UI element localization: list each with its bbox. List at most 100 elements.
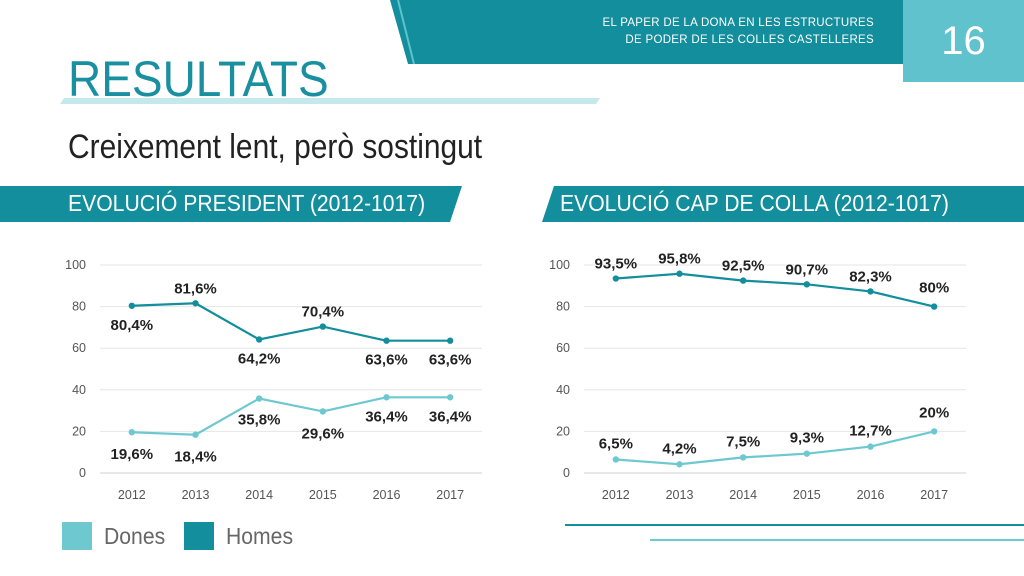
y-tick-label: 40 xyxy=(556,383,570,397)
series-line-dones xyxy=(131,396,451,436)
data-label-homes: 90,7% xyxy=(786,261,829,278)
y-axis-ticks: 0 20 40 60 80 100 xyxy=(549,258,570,480)
data-point-homes xyxy=(128,302,136,309)
x-tick-label: 2015 xyxy=(793,488,821,502)
x-tick-label: 2014 xyxy=(729,488,757,502)
series-dones: 19,6% 18,4% 35,8% 29,6% 36,4% 36,4% xyxy=(111,394,472,466)
decorative-line-bottom xyxy=(650,539,1024,541)
y-axis-ticks: 0 20 40 60 80 100 xyxy=(65,258,86,480)
data-label-homes: 70,4% xyxy=(302,304,345,321)
section-banner-left xyxy=(0,186,462,222)
x-tick-label: 2013 xyxy=(182,488,210,502)
data-point-dones xyxy=(867,443,874,450)
data-label-homes: 80,4% xyxy=(111,317,154,334)
y-tick-label: 80 xyxy=(72,300,86,314)
gridlines xyxy=(100,264,482,474)
x-tick-label: 2016 xyxy=(373,488,401,502)
y-tick-label: 0 xyxy=(79,466,86,480)
data-point-dones xyxy=(255,395,263,402)
data-point-dones xyxy=(128,429,136,436)
section-title-president: EVOLUCIÓ PRESIDENT (2012-1017) xyxy=(68,190,426,216)
data-label-dones: 35,8% xyxy=(238,412,281,429)
data-point-dones xyxy=(612,456,620,463)
series-line-homes xyxy=(131,302,451,342)
data-point-dones xyxy=(383,394,390,401)
x-axis-ticks: 2012 2013 2014 2015 2016 2017 xyxy=(602,488,948,502)
y-tick-label: 100 xyxy=(65,258,86,272)
data-label-dones: 18,4% xyxy=(174,449,217,466)
data-label-dones: 4,2% xyxy=(662,440,696,457)
data-label-dones: 19,6% xyxy=(111,446,154,463)
data-label-homes: 63,6% xyxy=(429,352,472,369)
data-label-homes: 92,5% xyxy=(722,258,765,275)
data-point-homes xyxy=(739,277,747,284)
chart-cap-de-colla: 0 20 40 60 80 100 2012 2013 2014 2015 2016 2017 93,5… xyxy=(549,251,966,502)
x-tick-label: 2017 xyxy=(920,488,948,502)
series-homes: 93,5% 95,8% 92,5% 90,7% 82,3% 80% xyxy=(595,251,949,310)
x-tick-label: 2012 xyxy=(602,488,630,502)
x-tick-label: 2016 xyxy=(857,488,885,502)
data-point-homes xyxy=(612,275,620,282)
decorative-line-top xyxy=(565,524,1024,526)
x-tick-label: 2017 xyxy=(436,488,464,502)
data-point-homes xyxy=(803,281,811,288)
x-tick-label: 2014 xyxy=(245,488,273,502)
series-line-homes xyxy=(615,272,935,308)
x-tick-label: 2012 xyxy=(118,488,146,502)
y-tick-label: 40 xyxy=(72,383,86,397)
data-label-homes: 93,5% xyxy=(595,256,638,273)
page-title: RESULTATS xyxy=(68,51,329,107)
title-underline xyxy=(60,98,600,104)
y-tick-label: 0 xyxy=(563,466,570,480)
data-label-dones: 6,5% xyxy=(599,435,633,452)
data-label-homes: 63,6% xyxy=(365,352,408,369)
data-point-dones xyxy=(739,454,747,461)
y-tick-label: 60 xyxy=(72,341,86,355)
data-point-homes xyxy=(676,270,683,277)
header-line-2: DE PODER DE LES COLLES CASTELLERES xyxy=(625,34,874,46)
gridlines xyxy=(584,264,966,474)
legend-label-homes: Homes xyxy=(226,522,294,549)
data-label-homes: 82,3% xyxy=(849,268,892,285)
x-tick-label: 2015 xyxy=(309,488,337,502)
legend-homes: Homes xyxy=(184,522,299,550)
data-point-dones xyxy=(803,450,811,457)
page-subtitle: Creixement lent, però sostingut xyxy=(68,128,483,166)
legend-label-dones: Dones xyxy=(104,522,166,549)
series-dones: 6,5% 4,2% 7,5% 9,3% 12,7% 20% xyxy=(599,404,949,468)
chart-president: 0 20 40 60 80 100 2012 2013 2014 2015 2016 2017 80,4… xyxy=(65,258,482,502)
y-tick-label: 20 xyxy=(72,424,86,438)
series-homes: 80,4% 81,6% 64,2% 70,4% 63,6% 63,6% xyxy=(111,280,472,368)
header-band xyxy=(390,0,903,65)
data-label-dones: 36,4% xyxy=(429,408,472,425)
data-point-homes xyxy=(383,337,390,344)
series-line-dones xyxy=(615,430,935,466)
data-label-dones: 29,6% xyxy=(302,425,345,442)
data-point-homes xyxy=(930,303,938,310)
data-point-homes xyxy=(192,300,199,307)
data-label-homes: 81,6% xyxy=(174,280,217,297)
data-label-homes: 95,8% xyxy=(658,251,701,268)
section-banner-right xyxy=(542,186,1024,222)
data-label-dones: 7,5% xyxy=(726,433,760,450)
y-tick-label: 100 xyxy=(549,258,570,272)
data-point-dones xyxy=(192,431,199,438)
x-tick-label: 2013 xyxy=(666,488,694,502)
data-label-homes: 64,2% xyxy=(238,350,281,367)
data-point-homes xyxy=(446,337,454,344)
y-tick-label: 20 xyxy=(556,424,570,438)
page-number: 16 xyxy=(903,0,1024,82)
data-point-homes xyxy=(867,288,874,295)
data-point-dones xyxy=(930,428,938,435)
data-point-homes xyxy=(319,323,327,330)
data-label-homes: 80% xyxy=(919,280,949,297)
y-tick-label: 60 xyxy=(556,341,570,355)
legend-swatch-dones xyxy=(62,522,92,550)
data-label-dones: 36,4% xyxy=(365,408,408,425)
legend-swatch-homes xyxy=(184,522,214,550)
data-point-dones xyxy=(446,394,454,401)
data-label-dones: 20% xyxy=(919,404,949,421)
x-axis-ticks: 2012 2013 2014 2015 2016 2017 xyxy=(118,488,464,502)
data-label-dones: 9,3% xyxy=(790,430,824,447)
data-point-dones xyxy=(676,461,683,468)
